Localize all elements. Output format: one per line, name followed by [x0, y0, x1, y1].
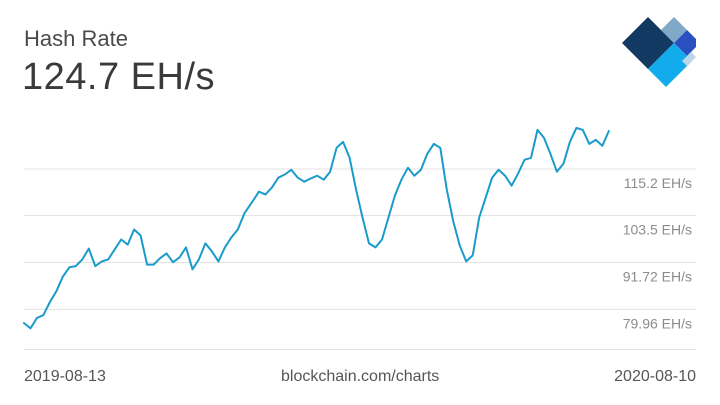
start-date-label: 2019-08-13	[24, 368, 106, 385]
chart-title: Hash Rate	[24, 26, 128, 51]
current-value: 124.7 EH/s	[22, 56, 215, 98]
end-date-label: 2020-08-10	[614, 368, 696, 385]
y-tick-label: 91.72 EH/s	[623, 268, 692, 284]
y-tick-label: 115.2 EH/s	[624, 175, 692, 191]
y-tick-label: 103.5 EH/s	[623, 222, 692, 238]
blockchain-logo-icon	[620, 15, 700, 96]
y-tick-label: 79.96 EH/s	[623, 315, 692, 331]
source-link[interactable]: blockchain.com/charts	[281, 368, 440, 385]
hash-rate-series-line	[23, 126, 610, 330]
